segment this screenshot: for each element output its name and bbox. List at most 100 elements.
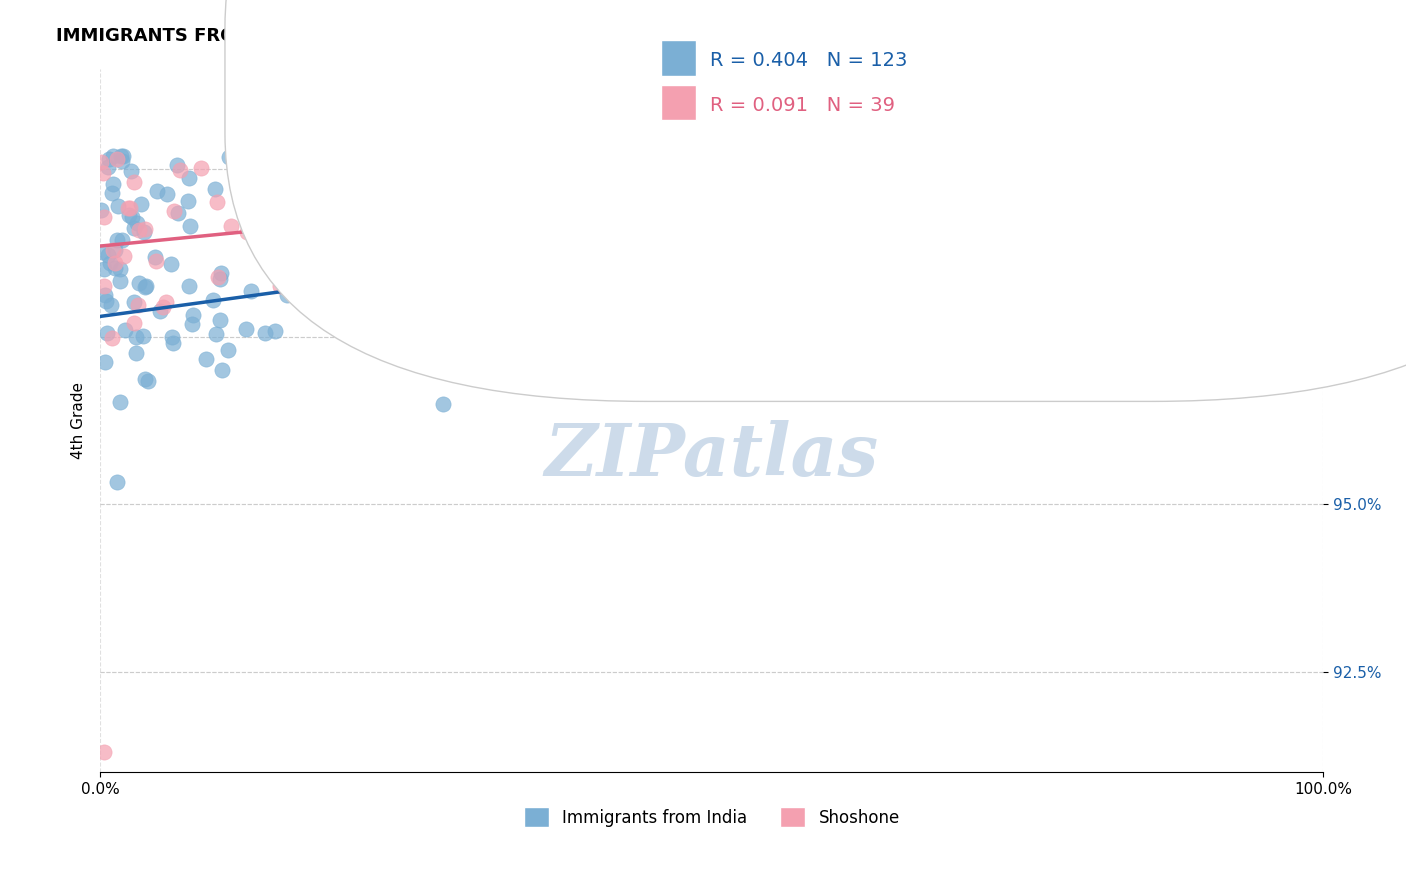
Point <box>107 199 129 213</box>
Point <box>329 236 352 251</box>
Point <box>156 186 179 201</box>
Point <box>98 255 121 269</box>
Point <box>207 269 229 284</box>
Point <box>236 225 259 239</box>
Point <box>995 148 1018 162</box>
Point <box>114 322 136 336</box>
Point <box>118 208 141 222</box>
Point <box>368 317 391 331</box>
Point <box>108 395 131 409</box>
Point <box>93 288 115 302</box>
Point <box>1033 148 1056 162</box>
Point <box>339 200 361 214</box>
Point <box>309 200 332 214</box>
Point <box>271 272 294 286</box>
Point <box>94 293 117 308</box>
Point <box>93 210 115 224</box>
Point <box>207 195 229 210</box>
Point <box>247 181 270 195</box>
Point <box>122 221 145 235</box>
Point <box>94 354 117 368</box>
Point <box>700 268 723 283</box>
Point <box>271 259 294 273</box>
Point <box>380 148 402 162</box>
Point <box>205 327 228 342</box>
Point <box>373 235 395 250</box>
Point <box>285 269 308 284</box>
Point <box>97 248 120 262</box>
Point <box>93 261 115 276</box>
Point <box>179 171 201 186</box>
Point <box>233 188 256 202</box>
Point <box>166 158 188 172</box>
Point <box>384 268 406 282</box>
Point <box>146 184 169 198</box>
Point <box>111 154 134 169</box>
Point <box>209 266 232 280</box>
Point <box>136 375 159 389</box>
Point <box>105 233 128 247</box>
Point <box>209 272 232 286</box>
Point <box>204 182 226 196</box>
Point <box>177 194 200 208</box>
Point <box>181 308 204 322</box>
Point <box>101 148 124 162</box>
Point <box>91 245 114 260</box>
Point <box>209 313 232 327</box>
Point <box>323 272 346 286</box>
Point <box>352 244 374 258</box>
Point <box>127 298 149 312</box>
Point <box>262 148 284 162</box>
Point <box>276 242 298 256</box>
Point <box>323 200 346 214</box>
Point <box>111 234 134 248</box>
Point <box>593 213 616 227</box>
Text: IMMIGRANTS FROM INDIA VS SHOSHONE 4TH GRADE CORRELATION CHART: IMMIGRANTS FROM INDIA VS SHOSHONE 4TH GR… <box>56 27 814 45</box>
Point <box>318 257 340 271</box>
Point <box>346 177 368 191</box>
Point <box>134 372 156 386</box>
Point <box>422 178 444 192</box>
Point <box>824 181 846 195</box>
Point <box>110 148 132 162</box>
Point <box>132 328 155 343</box>
Point <box>90 154 112 169</box>
Point <box>162 336 184 351</box>
Point <box>101 186 124 200</box>
Point <box>219 219 242 233</box>
Point <box>104 243 127 257</box>
Point <box>1107 148 1129 162</box>
Point <box>108 262 131 277</box>
Point <box>101 243 124 257</box>
Point <box>721 160 744 174</box>
Point <box>179 219 201 233</box>
Point <box>124 346 146 360</box>
Point <box>135 279 157 293</box>
Point <box>457 229 479 244</box>
Point <box>160 330 183 344</box>
Point <box>105 475 128 489</box>
Point <box>101 178 124 192</box>
Point <box>180 318 202 332</box>
Point <box>134 279 156 293</box>
Point <box>104 256 127 270</box>
Point <box>124 330 146 344</box>
Point <box>101 331 124 345</box>
Point <box>201 293 224 307</box>
Point <box>166 206 188 220</box>
Point <box>318 232 340 246</box>
Point <box>211 362 233 376</box>
Point <box>117 201 139 215</box>
Point <box>122 175 145 189</box>
Point <box>523 223 546 237</box>
Point <box>1036 183 1059 197</box>
Point <box>513 326 536 340</box>
Point <box>169 163 191 178</box>
Point <box>363 268 385 283</box>
Point <box>129 196 152 211</box>
Point <box>190 161 212 175</box>
Point <box>118 201 141 215</box>
Point <box>159 257 181 271</box>
Y-axis label: 4th Grade: 4th Grade <box>72 382 86 458</box>
Point <box>648 148 671 162</box>
